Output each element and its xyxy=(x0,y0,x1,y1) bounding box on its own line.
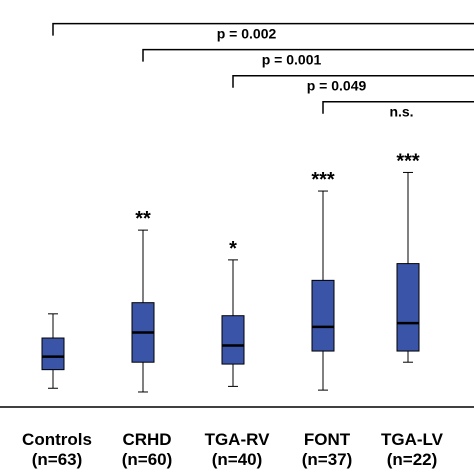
n-label-3: (n=40) xyxy=(212,450,263,469)
bracket-line xyxy=(52,22,474,36)
box-2 xyxy=(131,229,155,393)
category-label-2: CRHD xyxy=(122,430,171,449)
box-3 xyxy=(221,259,245,387)
n-label-2: (n=60) xyxy=(122,450,173,469)
box-5 xyxy=(396,171,420,363)
bracket-line xyxy=(142,48,474,62)
box-1 xyxy=(41,313,65,389)
comparison-brackets-group: p = 0.002 p = 0.001 p = 0.049 n.s. xyxy=(52,22,474,120)
comparison-bracket-3: p = 0.049 xyxy=(232,74,474,94)
significance-mark-3: * xyxy=(229,238,237,260)
category-label-4: FONT xyxy=(304,430,351,449)
box-iqr xyxy=(396,263,420,352)
p-value-label: n.s. xyxy=(389,104,413,120)
n-label-1: (n=63) xyxy=(32,450,83,469)
category-label-3: TGA-RV xyxy=(205,430,271,449)
comparison-bracket-4: n.s. xyxy=(322,100,474,120)
p-value-label: p = 0.002 xyxy=(217,26,277,42)
p-value-label: p = 0.049 xyxy=(307,78,367,94)
comparison-bracket-2: p = 0.001 xyxy=(142,48,474,68)
bracket-line xyxy=(232,74,474,88)
n-label-5: (n=22) xyxy=(387,450,438,469)
box-iqr xyxy=(221,315,245,365)
p-value-label: p = 0.001 xyxy=(262,52,322,68)
box-4 xyxy=(311,190,335,391)
boxes-group xyxy=(41,171,420,393)
n-label-4: (n=37) xyxy=(302,450,353,469)
bracket-line xyxy=(322,100,474,114)
category-label-1: Controls xyxy=(22,430,92,449)
box-iqr xyxy=(311,279,335,352)
significance-group: ********* xyxy=(135,150,420,259)
box-iqr xyxy=(41,337,65,371)
category-label-5: TGA-LV xyxy=(381,430,444,449)
comparison-bracket-1: p = 0.002 xyxy=(52,22,474,42)
significance-mark-2: ** xyxy=(135,208,151,230)
category-labels-group: Controls(n=63) CRHD(n=60) TGA-RV(n=40) FONT… xyxy=(22,430,444,469)
significance-mark-4: *** xyxy=(311,169,335,191)
significance-mark-5: *** xyxy=(396,150,420,172)
